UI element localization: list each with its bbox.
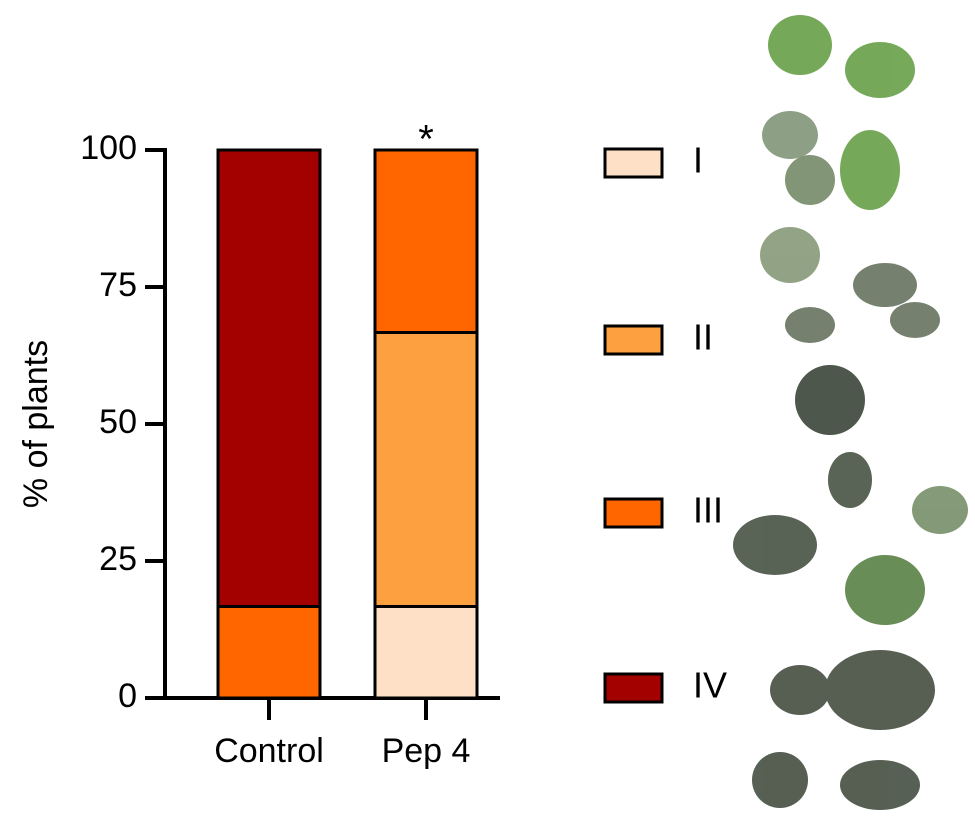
y-axis-label: % of plants bbox=[17, 340, 55, 508]
bar-segment bbox=[216, 604, 322, 700]
legend-label: II bbox=[693, 317, 713, 358]
y-tick-label: 75 bbox=[99, 266, 137, 304]
annotation: * bbox=[418, 118, 434, 162]
bar-segment bbox=[373, 604, 479, 700]
legend-label: III bbox=[693, 490, 723, 531]
plant-photo bbox=[733, 452, 968, 625]
bar-segment bbox=[373, 148, 479, 334]
y-tick-label: 50 bbox=[99, 403, 137, 441]
plant-photo bbox=[762, 15, 915, 210]
bar-segment bbox=[373, 330, 479, 608]
plant-photo bbox=[760, 227, 940, 435]
legend-swatch bbox=[603, 497, 664, 529]
legend-swatch bbox=[603, 672, 664, 704]
y-tick-label: 100 bbox=[80, 129, 137, 167]
y-tick-label: 0 bbox=[118, 677, 137, 715]
legend-swatch bbox=[603, 147, 664, 179]
plant-photos bbox=[733, 15, 968, 810]
bar-segment bbox=[216, 148, 322, 608]
x-tick-label: Pep 4 bbox=[382, 732, 471, 770]
y-tick-label: 25 bbox=[99, 540, 137, 578]
legend-label: IV bbox=[693, 665, 727, 706]
legend-swatch bbox=[603, 324, 664, 356]
x-tick-label: Control bbox=[214, 732, 324, 770]
legend-label: I bbox=[693, 140, 703, 181]
plant-photo bbox=[752, 650, 935, 810]
